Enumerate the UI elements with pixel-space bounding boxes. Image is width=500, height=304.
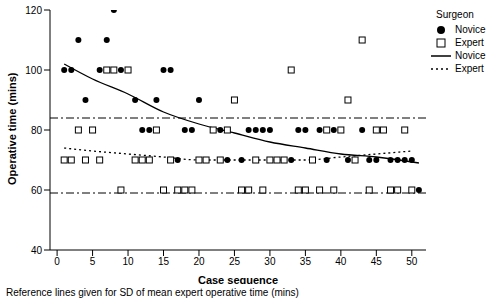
svg-text:30: 30 xyxy=(264,256,276,267)
svg-text:35: 35 xyxy=(300,256,312,267)
html-text:Novice: Novice xyxy=(455,24,486,35)
svg-text:10: 10 xyxy=(122,256,134,267)
html-text:Reference lines given for SD o: Reference lines given for SD of mean exp… xyxy=(6,287,299,298)
svg-text:20: 20 xyxy=(193,256,205,267)
html-text:Expert: Expert xyxy=(455,63,484,74)
svg-text:40: 40 xyxy=(335,256,347,267)
html-text:Surgeon: Surgeon xyxy=(436,9,474,20)
svg-text:40: 40 xyxy=(31,245,43,256)
svg-text:60: 60 xyxy=(31,185,43,196)
svg-text:80: 80 xyxy=(31,125,43,136)
svg-text:15: 15 xyxy=(158,256,170,267)
svg-text:25: 25 xyxy=(229,256,241,267)
svg-text:Case sequence: Case sequence xyxy=(198,274,278,284)
svg-text:45: 45 xyxy=(371,256,383,267)
svg-text:5: 5 xyxy=(90,256,96,267)
svg-text:Operative time (mins): Operative time (mins) xyxy=(8,72,18,185)
svg-text:120: 120 xyxy=(25,5,42,16)
svg-text:50: 50 xyxy=(406,256,418,267)
html-text:Novice: Novice xyxy=(455,50,486,61)
svg-text:100: 100 xyxy=(25,65,42,76)
svg-text:0: 0 xyxy=(54,256,60,267)
html-text:Expert: Expert xyxy=(455,37,484,48)
